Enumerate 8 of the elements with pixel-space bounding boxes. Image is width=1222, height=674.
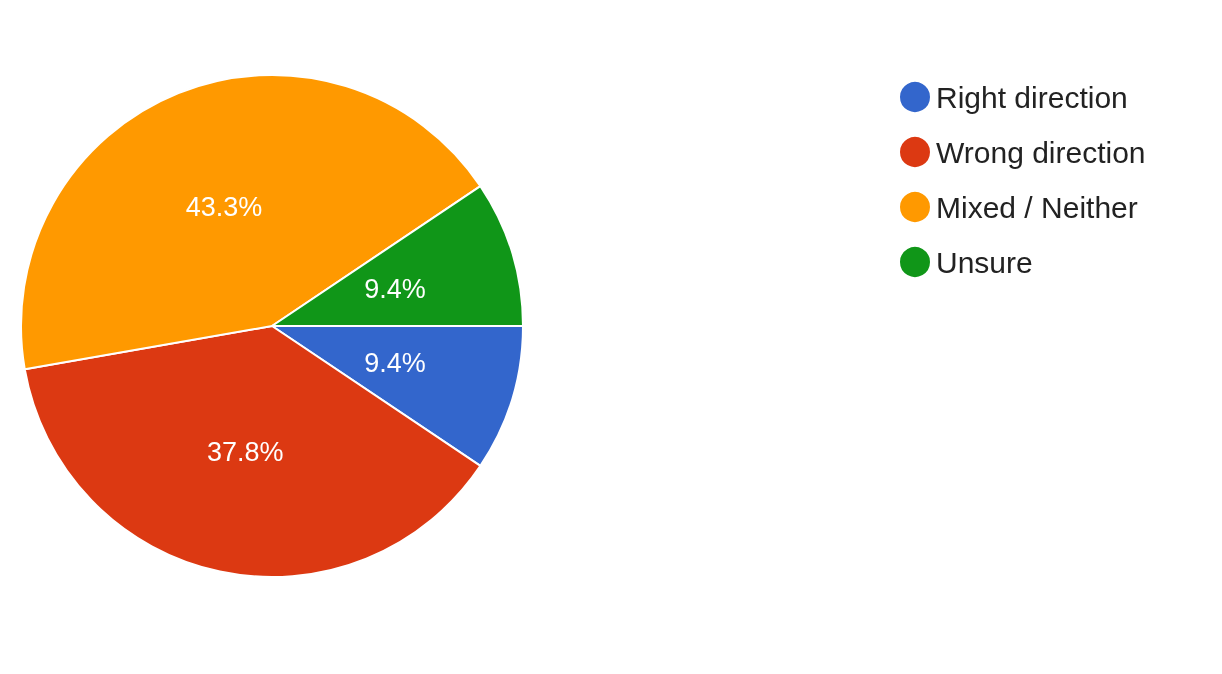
legend-label: Mixed / Neither xyxy=(936,190,1138,224)
data-label: 9.4% xyxy=(364,273,426,304)
legend-label: Right direction xyxy=(936,80,1128,114)
data-label: 43.3% xyxy=(185,191,263,222)
legend-label: Wrong direction xyxy=(936,135,1146,169)
data-label: 9.4% xyxy=(364,348,426,379)
data-label: 37.8% xyxy=(207,436,284,467)
legend-label: Unsure xyxy=(936,245,1033,279)
